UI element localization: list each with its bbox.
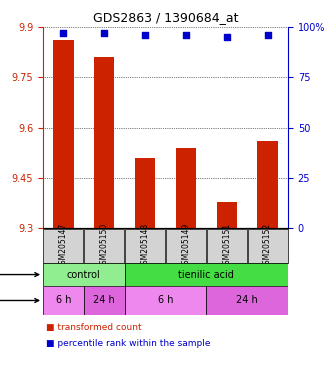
FancyBboxPatch shape — [84, 286, 125, 315]
Text: GSM205151: GSM205151 — [222, 223, 231, 269]
Point — [265, 32, 270, 38]
FancyBboxPatch shape — [206, 286, 288, 315]
FancyBboxPatch shape — [207, 229, 247, 263]
Bar — [94, 57, 115, 228]
Title: GDS2863 / 1390684_at: GDS2863 / 1390684_at — [93, 11, 238, 24]
Text: 6 h: 6 h — [56, 295, 71, 306]
Text: tienilic acid: tienilic acid — [178, 270, 234, 280]
Point — [102, 30, 107, 36]
Bar — [53, 40, 73, 228]
Point — [183, 32, 189, 38]
Text: ■ percentile rank within the sample: ■ percentile rank within the sample — [46, 339, 211, 348]
FancyBboxPatch shape — [43, 286, 84, 315]
Bar — [257, 141, 278, 228]
Text: 24 h: 24 h — [236, 295, 258, 306]
Text: agent: agent — [0, 270, 39, 280]
FancyBboxPatch shape — [125, 263, 288, 286]
Bar — [176, 148, 196, 228]
Text: GSM205147: GSM205147 — [59, 223, 68, 269]
FancyBboxPatch shape — [125, 229, 165, 263]
FancyBboxPatch shape — [84, 229, 124, 263]
Text: GSM205149: GSM205149 — [181, 223, 190, 269]
Text: ■ transformed count: ■ transformed count — [46, 323, 142, 332]
FancyBboxPatch shape — [248, 229, 288, 263]
Point — [224, 34, 229, 40]
Bar — [135, 158, 155, 228]
FancyBboxPatch shape — [125, 286, 206, 315]
Text: 6 h: 6 h — [158, 295, 173, 306]
Point — [61, 30, 66, 36]
Text: time: time — [0, 295, 39, 306]
Text: control: control — [67, 270, 101, 280]
Text: GSM205152: GSM205152 — [263, 223, 272, 269]
Text: GSM205148: GSM205148 — [141, 223, 150, 269]
Bar — [216, 202, 237, 228]
FancyBboxPatch shape — [166, 229, 206, 263]
FancyBboxPatch shape — [43, 263, 125, 286]
Text: GSM205150: GSM205150 — [100, 223, 109, 269]
Text: 24 h: 24 h — [93, 295, 115, 306]
Point — [142, 32, 148, 38]
FancyBboxPatch shape — [43, 229, 83, 263]
